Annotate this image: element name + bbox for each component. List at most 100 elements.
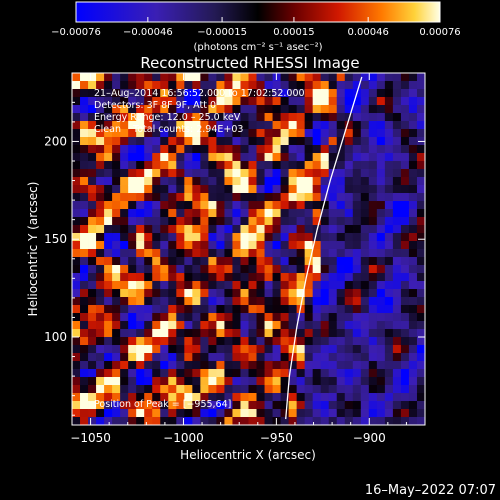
- heatmap-cell: [128, 201, 137, 210]
- heatmap-cell: [360, 193, 370, 202]
- heatmap-cell: [376, 145, 386, 154]
- heatmap-cell: [200, 81, 209, 90]
- heatmap-cell: [408, 417, 418, 426]
- heatmap-cell: [384, 409, 394, 418]
- heatmap-cell: [136, 113, 145, 122]
- heatmap-cell: [216, 377, 225, 386]
- heatmap-cell: [136, 225, 145, 234]
- heatmap-cell: [136, 153, 145, 162]
- heatmap-cell: [224, 129, 233, 138]
- heatmap-cell: [384, 185, 394, 194]
- heatmap-cell: [376, 313, 386, 322]
- heatmap-cell: [160, 121, 169, 130]
- heatmap-cell: [96, 321, 105, 330]
- heatmap-cell: [88, 281, 97, 290]
- heatmap-cell: [152, 177, 161, 186]
- heatmap-cell: [200, 345, 209, 354]
- heatmap-cell: [184, 257, 193, 266]
- heatmap-cell: [192, 153, 201, 162]
- heatmap-cell: [280, 129, 290, 138]
- heatmap-cell: [168, 105, 177, 114]
- heatmap-cell: [232, 313, 241, 322]
- heatmap-cell: [160, 313, 169, 322]
- heatmap-cell: [168, 113, 177, 122]
- heatmap-cell: [320, 417, 330, 426]
- heatmap-cell: [304, 305, 314, 314]
- heatmap-cell: [296, 89, 306, 98]
- heatmap-cell: [256, 217, 265, 226]
- heatmap-cell: [296, 345, 306, 354]
- heatmap-cell: [360, 185, 370, 194]
- heatmap-cell: [152, 337, 161, 346]
- heatmap-cell: [352, 265, 362, 274]
- heatmap-cell: [72, 161, 81, 170]
- heatmap-cell: [88, 409, 97, 418]
- heatmap-cell: [368, 401, 378, 410]
- heatmap-cell: [248, 81, 257, 90]
- heatmap-cell: [248, 393, 257, 402]
- heatmap-cell: [168, 385, 177, 394]
- heatmap-cell: [96, 353, 105, 362]
- heatmap-cell: [368, 417, 378, 426]
- heatmap-cell: [344, 249, 354, 258]
- heatmap-cell: [288, 313, 298, 322]
- heatmap-cell: [160, 401, 169, 410]
- heatmap-cell: [152, 169, 161, 178]
- heatmap-cell: [256, 137, 265, 146]
- heatmap-cell: [152, 265, 161, 274]
- heatmap-cell: [224, 81, 233, 90]
- heatmap-cell: [328, 393, 338, 402]
- heatmap-cell: [200, 201, 209, 210]
- heatmap-cell: [144, 249, 153, 258]
- heatmap-cell: [192, 241, 201, 250]
- heatmap-cell: [192, 409, 201, 418]
- heatmap-cell: [120, 137, 129, 146]
- heatmap-cell: [344, 417, 354, 426]
- colorbar-tick-label: 0.00046: [347, 27, 388, 38]
- heatmap-cell: [264, 361, 273, 370]
- heatmap-cell: [288, 361, 298, 370]
- heatmap-cell: [280, 265, 290, 274]
- heatmap-cell: [256, 297, 265, 306]
- heatmap-cell: [240, 329, 249, 338]
- heatmap-cell: [80, 273, 89, 282]
- heatmap-cell: [88, 401, 97, 410]
- heatmap-cell: [400, 113, 410, 122]
- heatmap-cell: [208, 361, 217, 370]
- heatmap-cell: [392, 73, 402, 82]
- heatmap-cell: [224, 409, 233, 418]
- heatmap-cell: [216, 345, 225, 354]
- heatmap-cell: [272, 345, 281, 354]
- heatmap-cell: [320, 185, 330, 194]
- heatmap-cell: [272, 233, 281, 242]
- heatmap-cell: [264, 81, 273, 90]
- colorbar-gradient: [75, 1, 441, 23]
- heatmap-cell: [288, 337, 298, 346]
- heatmap-cell: [80, 305, 89, 314]
- heatmap-cell: [408, 209, 418, 218]
- heatmap-cell: [216, 409, 225, 418]
- heatmap-cell: [376, 185, 386, 194]
- heatmap-cell: [80, 281, 89, 290]
- heatmap-cell: [360, 361, 370, 370]
- heatmap-cell: [336, 369, 346, 378]
- heatmap-cell: [72, 313, 81, 322]
- heatmap-cell: [208, 281, 217, 290]
- heatmap-cell: [128, 121, 137, 130]
- heatmap-cell: [416, 401, 426, 410]
- heatmap-cell: [184, 193, 193, 202]
- heatmap-cell: [312, 401, 322, 410]
- heatmap-cell: [168, 345, 177, 354]
- heatmap-cell: [112, 89, 121, 98]
- heatmap-cell: [176, 129, 185, 138]
- heatmap-cell: [336, 345, 346, 354]
- heatmap-cell: [144, 265, 153, 274]
- heatmap-cell: [320, 81, 330, 90]
- heatmap-cell: [256, 369, 265, 378]
- heatmap-cell: [240, 385, 249, 394]
- heatmap-cell: [344, 257, 354, 266]
- heatmap-cell: [328, 129, 338, 138]
- heatmap-cell: [232, 129, 241, 138]
- heatmap-cell: [240, 169, 249, 178]
- heatmap-cell: [368, 185, 378, 194]
